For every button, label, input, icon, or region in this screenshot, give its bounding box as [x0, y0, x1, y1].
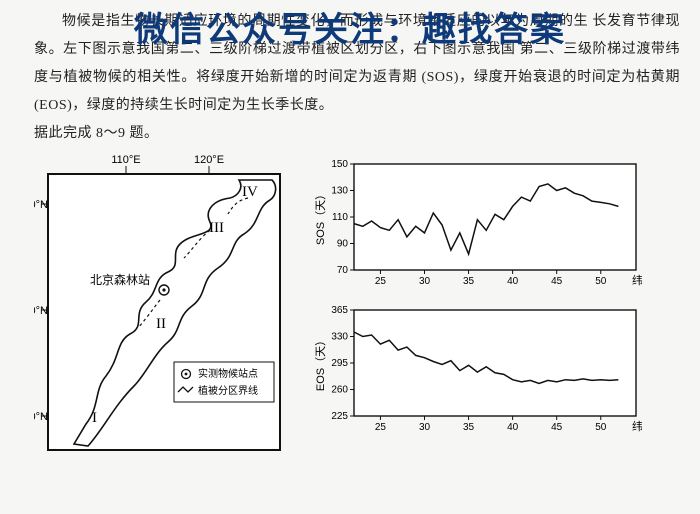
eos-chart: 225 260 295 330 365 25 30 35 40 45 50 EOS（天） 纬度（°N） — [312, 302, 642, 442]
svg-text:295: 295 — [331, 358, 348, 369]
svg-text:北京森林站: 北京森林站 — [90, 272, 150, 287]
svg-text:40: 40 — [507, 422, 519, 433]
body-text: 物候是指生物长期适应环境的周期性变化，而形成与环境相适应的以年为周期的生 长发育… — [34, 8, 680, 120]
svg-text:30: 30 — [419, 422, 431, 433]
svg-text:40: 40 — [507, 276, 519, 287]
svg-text:实测物候站点: 实测物候站点 — [198, 367, 258, 380]
svg-text:365: 365 — [331, 305, 348, 316]
svg-text:SOS（天）: SOS（天） — [314, 189, 327, 245]
svg-text:25: 25 — [375, 276, 387, 287]
svg-text:25: 25 — [375, 422, 387, 433]
para-line: 物候是指生物长期适应环境的周期性变化，而形成与环境相适应的以年为周期的生 — [62, 14, 588, 29]
svg-text:330: 330 — [331, 332, 348, 343]
svg-text:35: 35 — [463, 276, 475, 287]
svg-text:II: II — [156, 316, 166, 332]
svg-text:50°N: 50°N — [34, 199, 48, 211]
svg-text:110°E: 110°E — [111, 154, 140, 166]
svg-text:45: 45 — [551, 276, 563, 287]
svg-text:纬度（°N）: 纬度（°N） — [632, 273, 642, 287]
svg-text:130: 130 — [331, 186, 348, 197]
svg-text:EOS（天）: EOS（天） — [314, 335, 327, 391]
question-line: 据此完成 8～9 题。 — [34, 120, 680, 148]
svg-text:35: 35 — [463, 422, 475, 433]
svg-text:50: 50 — [595, 422, 607, 433]
svg-text:120°E: 120°E — [194, 154, 224, 166]
svg-text:40°N: 40°N — [34, 305, 48, 317]
svg-text:30°N: 30°N — [34, 411, 48, 423]
svg-text:70: 70 — [337, 265, 349, 276]
svg-text:I: I — [92, 410, 97, 426]
svg-text:30: 30 — [419, 276, 431, 287]
svg-text:III: III — [209, 220, 224, 236]
svg-text:45: 45 — [551, 422, 563, 433]
svg-text:260: 260 — [331, 385, 348, 396]
svg-text:纬度（°N）: 纬度（°N） — [632, 419, 642, 433]
svg-text:110: 110 — [332, 212, 348, 223]
svg-text:90: 90 — [337, 239, 349, 250]
sos-chart: 70 90 110 130 150 25 30 35 40 45 50 SOS（天） 纬度（°N） — [312, 156, 642, 296]
svg-text:IV: IV — [242, 184, 258, 200]
svg-text:50: 50 — [595, 276, 607, 287]
svg-text:225: 225 — [331, 411, 348, 422]
svg-text:植被分区界线: 植被分区界线 — [198, 384, 258, 397]
region-map: 110°E 120°E 50°N 40°N 30°N IV III II — [34, 150, 294, 460]
svg-text:150: 150 — [331, 159, 348, 170]
